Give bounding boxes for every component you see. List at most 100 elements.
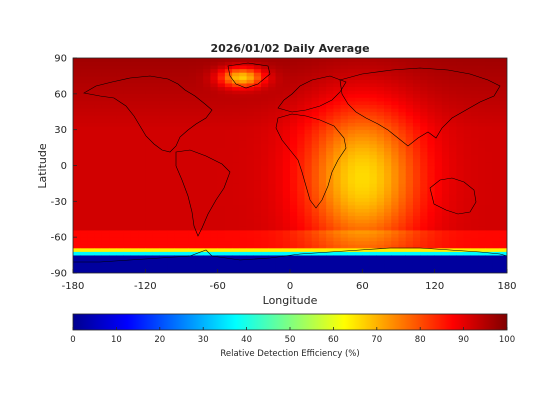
- heatmap-cell: [355, 183, 363, 188]
- heatmap-cell: [463, 161, 472, 166]
- heatmap-cell: [94, 118, 103, 123]
- heatmap-cell: [188, 190, 197, 195]
- heatmap-cell: [420, 111, 428, 116]
- heatmap-cell: [347, 136, 356, 141]
- heatmap-cell: [73, 169, 81, 174]
- heatmap-cell: [138, 72, 146, 77]
- heatmap-cell: [167, 93, 175, 98]
- heatmap-cell: [217, 75, 226, 80]
- heatmap-cell: [217, 65, 226, 70]
- heatmap-cell: [138, 79, 146, 84]
- heatmap-cell: [159, 79, 168, 84]
- heatmap-cell: [130, 179, 139, 184]
- heatmap-cell: [282, 154, 291, 159]
- heatmap-cell: [94, 176, 103, 181]
- heatmap-cell: [174, 262, 182, 267]
- heatmap-cell: [369, 226, 378, 231]
- heatmap-cell: [492, 240, 501, 245]
- heatmap-cell: [449, 61, 457, 66]
- heatmap-cell: [94, 190, 103, 195]
- heatmap-cell: [101, 247, 110, 252]
- heatmap-cell: [333, 158, 342, 163]
- heatmap-cell: [470, 215, 479, 220]
- heatmap-cell: [478, 79, 486, 84]
- heatmap-cell: [499, 240, 507, 245]
- heatmap-cell: [174, 72, 182, 77]
- heatmap-cell: [80, 176, 88, 181]
- heatmap-cell: [376, 262, 385, 267]
- heatmap-cell: [101, 212, 110, 217]
- heatmap-cell: [217, 247, 226, 252]
- heatmap-cell: [369, 136, 378, 141]
- heatmap-cell: [470, 161, 479, 166]
- heatmap-cell: [470, 58, 479, 62]
- heatmap-cell: [427, 65, 436, 70]
- heatmap-cell: [347, 230, 356, 234]
- heatmap-cell: [485, 161, 493, 166]
- heatmap-cell: [167, 230, 175, 234]
- heatmap-cell: [362, 108, 370, 113]
- heatmap-cell: [362, 179, 370, 184]
- heatmap-cell: [232, 255, 240, 260]
- heatmap-cell: [311, 115, 320, 120]
- heatmap-cell: [355, 258, 363, 263]
- heatmap-cell: [318, 219, 327, 224]
- heatmap-cell: [384, 183, 392, 188]
- heatmap-cell: [420, 201, 428, 206]
- heatmap-cell: [398, 197, 407, 202]
- heatmap-cell: [101, 233, 110, 238]
- heatmap-cell: [362, 222, 370, 227]
- heatmap-cell: [94, 65, 103, 70]
- heatmap-cell: [130, 172, 139, 177]
- heatmap-cell: [203, 90, 211, 95]
- heatmap-cell: [167, 247, 175, 252]
- heatmap-cell: [340, 101, 349, 105]
- heatmap-cell: [384, 79, 392, 84]
- heatmap-cell: [210, 144, 219, 148]
- heatmap-cell: [232, 187, 240, 191]
- heatmap-cell: [311, 97, 320, 102]
- heatmap-cell: [427, 215, 436, 220]
- heatmap-cell: [463, 262, 472, 267]
- heatmap-cell: [326, 86, 334, 91]
- heatmap-cell: [123, 147, 132, 152]
- heatmap-cell: [333, 269, 342, 273]
- heatmap-cell: [384, 93, 392, 98]
- heatmap-cell: [130, 144, 139, 148]
- heatmap-cell: [456, 147, 464, 152]
- heatmap-cell: [412, 147, 421, 152]
- heatmap-cell: [297, 104, 305, 109]
- heatmap-cell: [478, 269, 486, 273]
- heatmap-cell: [210, 72, 219, 77]
- heatmap-cell: [311, 187, 320, 191]
- heatmap-cell: [282, 79, 291, 84]
- heatmap-cell: [355, 86, 363, 91]
- heatmap-cell: [195, 144, 204, 148]
- heatmap-cell: [246, 208, 255, 213]
- heatmap-cell: [470, 140, 479, 145]
- heatmap-cell: [145, 187, 153, 191]
- heatmap-cell: [492, 165, 501, 170]
- heatmap-cell: [311, 240, 320, 245]
- heatmap-cell: [391, 65, 399, 70]
- colorbar-tick-label: 10: [111, 335, 122, 345]
- heatmap-cell: [340, 255, 349, 260]
- heatmap-cell: [376, 215, 385, 220]
- heatmap-cell: [152, 133, 161, 138]
- heatmap-cell: [340, 68, 349, 73]
- heatmap-cell: [73, 93, 81, 98]
- heatmap-cell: [101, 169, 110, 174]
- heatmap-cell: [347, 194, 356, 199]
- heatmap-cell: [174, 233, 182, 238]
- heatmap-cell: [73, 269, 81, 273]
- heatmap-cell: [441, 75, 450, 80]
- heatmap-cell: [470, 251, 479, 256]
- heatmap-cell: [253, 201, 262, 206]
- heatmap-cell: [478, 86, 486, 91]
- heatmap-cell: [181, 215, 190, 220]
- heatmap-cell: [109, 133, 117, 138]
- heatmap-cell: [318, 190, 327, 195]
- heatmap-cell: [427, 111, 436, 116]
- heatmap-cell: [224, 222, 233, 227]
- heatmap-cell: [499, 79, 507, 84]
